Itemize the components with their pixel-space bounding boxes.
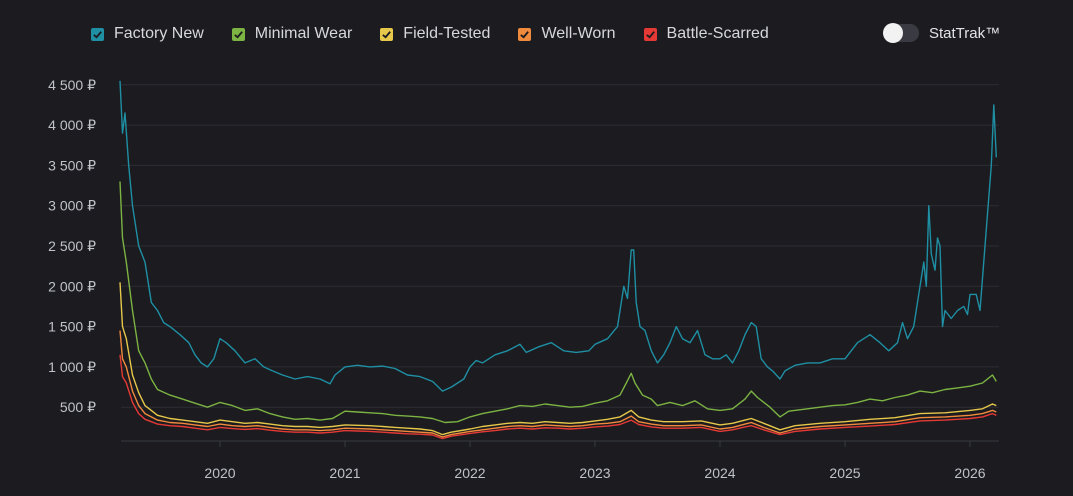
series-line-factory-new[interactable] xyxy=(119,80,997,392)
legend-label: Factory New xyxy=(114,25,204,42)
legend-label: Well-Worn xyxy=(541,25,616,42)
stattrak-switch[interactable] xyxy=(883,23,919,43)
x-tick-label: 2023 xyxy=(579,465,610,481)
x-tick-label: 2020 xyxy=(204,465,235,481)
checkbox-checked-icon[interactable] xyxy=(91,27,104,41)
checkbox-checked-icon[interactable] xyxy=(231,27,245,41)
x-axis: 2020 2021 2022 2023 2024 2025 2026 xyxy=(121,440,999,481)
legend-label: Battle-Scarred xyxy=(666,25,769,42)
series-line-battle-scarred[interactable] xyxy=(119,354,997,440)
checkbox-checked-icon[interactable] xyxy=(380,27,394,41)
legend: Factory New Minimal Wear Field-Tested Well-… xyxy=(91,22,797,46)
checkbox-checked-icon[interactable] xyxy=(643,27,657,41)
stattrak-toggle[interactable]: StatTrak™ xyxy=(883,22,1000,44)
y-tick-label: 1 000 ₽ xyxy=(48,359,96,375)
legend-item-well-worn[interactable]: Well-Worn xyxy=(518,25,616,43)
series-line-well-worn[interactable] xyxy=(119,330,997,438)
x-tick-label: 2024 xyxy=(704,465,735,481)
y-tick-label: 3 000 ₽ xyxy=(48,198,96,214)
chart-gridlines xyxy=(121,84,999,408)
y-tick-label: 500 ₽ xyxy=(60,399,96,415)
legend-item-minimal-wear[interactable]: Minimal Wear xyxy=(231,25,353,43)
y-tick-label: 3 500 ₽ xyxy=(48,157,96,173)
series-line-field-tested[interactable] xyxy=(119,282,997,436)
x-tick-label: 2025 xyxy=(829,465,860,481)
x-tick-label: 2026 xyxy=(954,465,985,481)
legend-label: Field-Tested xyxy=(403,25,491,42)
legend-item-factory-new[interactable]: Factory New xyxy=(91,25,204,43)
series-line-minimal-wear[interactable] xyxy=(119,181,997,424)
y-tick-label: 2 000 ₽ xyxy=(48,278,96,294)
y-tick-label: 2 500 ₽ xyxy=(48,238,96,254)
y-tick-label: 4 000 ₽ xyxy=(48,117,96,133)
legend-item-battle-scarred[interactable]: Battle-Scarred xyxy=(643,25,769,43)
legend-item-field-tested[interactable]: Field-Tested xyxy=(380,25,490,43)
legend-label: Minimal Wear xyxy=(254,25,353,42)
stattrak-label: StatTrak™ xyxy=(929,24,1001,42)
x-tick-label: 2022 xyxy=(454,465,485,481)
x-tick-label: 2021 xyxy=(329,465,360,481)
y-tick-label: 4 500 ₽ xyxy=(48,77,96,93)
stattrak-switch-knob xyxy=(883,23,903,43)
y-axis: 500 ₽ 1 000 ₽ 1 500 ₽ 2 000 ₽ 2 500 ₽ 3 000 ₽… xyxy=(48,77,96,415)
y-tick-label: 1 500 ₽ xyxy=(48,319,96,335)
chart-series xyxy=(119,80,997,440)
checkbox-checked-icon[interactable] xyxy=(518,27,532,41)
